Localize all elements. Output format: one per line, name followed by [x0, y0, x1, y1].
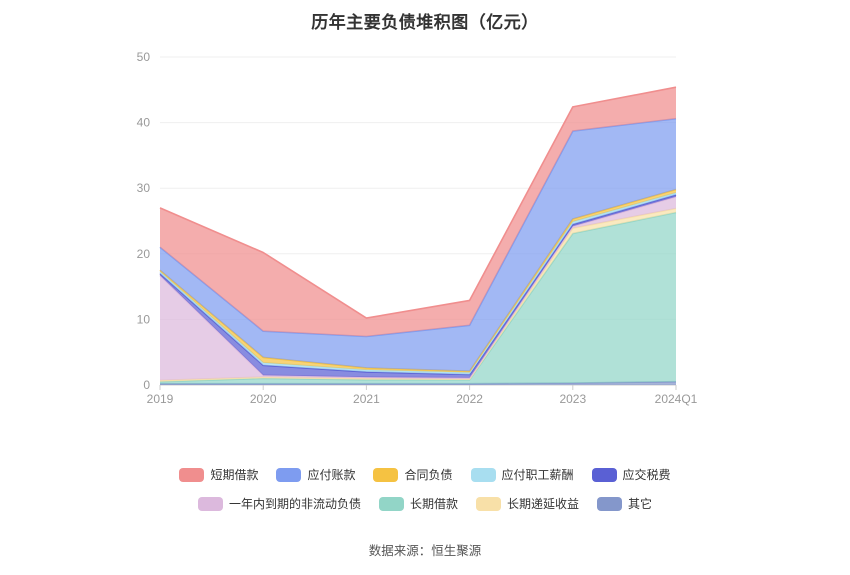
- x-tick-label: 2020: [250, 392, 277, 406]
- y-tick-label: 40: [137, 116, 151, 130]
- legend-row: 一年内到期的非流动负债 长期借款 长期递延收益 其它: [197, 495, 652, 512]
- legend-swatch: [591, 467, 617, 482]
- legend-item[interactable]: 应交税费: [591, 466, 671, 483]
- legend-label: 应付职工薪酬: [501, 468, 574, 482]
- legend-label: 其它: [628, 497, 653, 511]
- x-tick-label: 2022: [456, 392, 483, 406]
- legend-swatch: [470, 467, 496, 482]
- legend-item[interactable]: 合同负债: [373, 466, 453, 483]
- legend-item[interactable]: 短期借款: [179, 466, 258, 483]
- area-series[interactable]: [160, 196, 676, 381]
- y-tick-label: 0: [143, 378, 150, 392]
- legend-label: 长期借款: [409, 497, 458, 511]
- legend-item[interactable]: 应付账款: [276, 466, 355, 483]
- series-line: [159, 195, 677, 379]
- legend-item[interactable]: 长期借款: [378, 495, 458, 512]
- legend-swatch: [476, 496, 501, 511]
- legend-item[interactable]: 其它: [597, 495, 652, 512]
- y-tick-label: 20: [137, 247, 151, 261]
- legend-swatch: [197, 496, 223, 511]
- y-tick-label: 30: [137, 181, 151, 195]
- data-source: 数据来源：恒生聚源: [368, 544, 482, 558]
- x-tick-label: 2021: [353, 392, 380, 406]
- legend-item[interactable]: 长期递延收益: [476, 495, 579, 512]
- legend-swatch: [378, 496, 404, 511]
- chart-title: 历年主要负债堆积图（亿元）: [311, 13, 539, 32]
- legend-label: 应交税费: [622, 468, 671, 482]
- legend-row: 短期借款 应付账款 合同负债 应付职工薪酬 应交税费: [179, 466, 671, 483]
- area-series[interactable]: [160, 87, 676, 337]
- legend-label: 合同负债: [404, 468, 453, 482]
- y-tick-label: 10: [137, 312, 151, 326]
- area-series[interactable]: [160, 212, 676, 384]
- legend-label: 长期递延收益: [507, 497, 580, 511]
- legend-swatch: [276, 467, 302, 482]
- x-tick-label: 2024Q1: [655, 392, 698, 406]
- legend-swatch: [597, 496, 623, 511]
- legend-swatch: [179, 467, 205, 482]
- legend-label: 一年内到期的非流动负债: [228, 497, 361, 511]
- legend-label: 应付账款: [307, 468, 356, 482]
- legend-item[interactable]: 应付职工薪酬: [470, 466, 574, 483]
- x-tick-label: 2019: [147, 392, 174, 406]
- series-line: [159, 86, 677, 319]
- legend-item[interactable]: 一年内到期的非流动负债: [197, 495, 361, 512]
- y-tick-label: 50: [137, 50, 151, 64]
- chart-legend: 短期借款 应付账款 合同负债 应付职工薪酬 应交税费 一年内到期的非流动负债 长期借款 长期…: [0, 466, 850, 512]
- legend-swatch: [373, 467, 399, 482]
- stacked-area-chart[interactable]: 0 10 20 30 40 50 2019 2020 2021 2022 2023 2024Q1: [0, 0, 850, 430]
- x-tick-label: 2023: [559, 392, 586, 406]
- legend-label: 短期借款: [210, 468, 259, 482]
- area-series[interactable]: [160, 118, 676, 372]
